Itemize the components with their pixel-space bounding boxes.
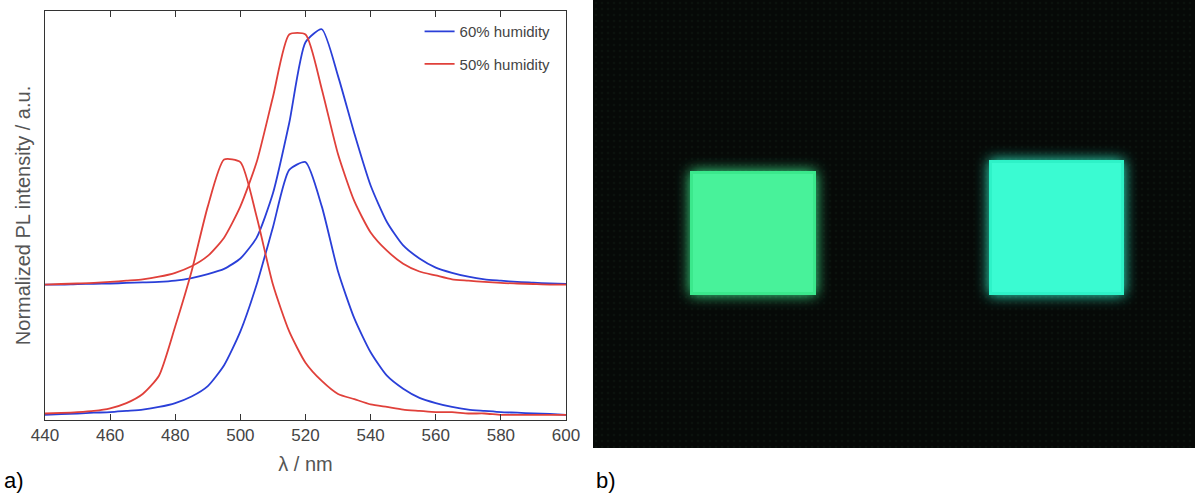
svg-text:60% humidity: 60% humidity xyxy=(460,23,551,40)
svg-text:λ / nm: λ / nm xyxy=(278,453,332,475)
svg-text:50% humidity: 50% humidity xyxy=(460,56,551,73)
svg-text:600: 600 xyxy=(552,426,580,445)
svg-text:500: 500 xyxy=(226,426,254,445)
svg-text:Normalized PL intensity / a.u.: Normalized PL intensity / a.u. xyxy=(12,86,34,345)
svg-text:480: 480 xyxy=(161,426,189,445)
html-text:b): b) xyxy=(596,468,616,493)
svg-text:560: 560 xyxy=(422,426,450,445)
svg-text:580: 580 xyxy=(487,426,515,445)
html-text:a): a) xyxy=(4,468,24,493)
svg-text:460: 460 xyxy=(96,426,124,445)
svg-text:440: 440 xyxy=(31,426,59,445)
svg-text:540: 540 xyxy=(356,426,384,445)
svg-text:520: 520 xyxy=(291,426,319,445)
